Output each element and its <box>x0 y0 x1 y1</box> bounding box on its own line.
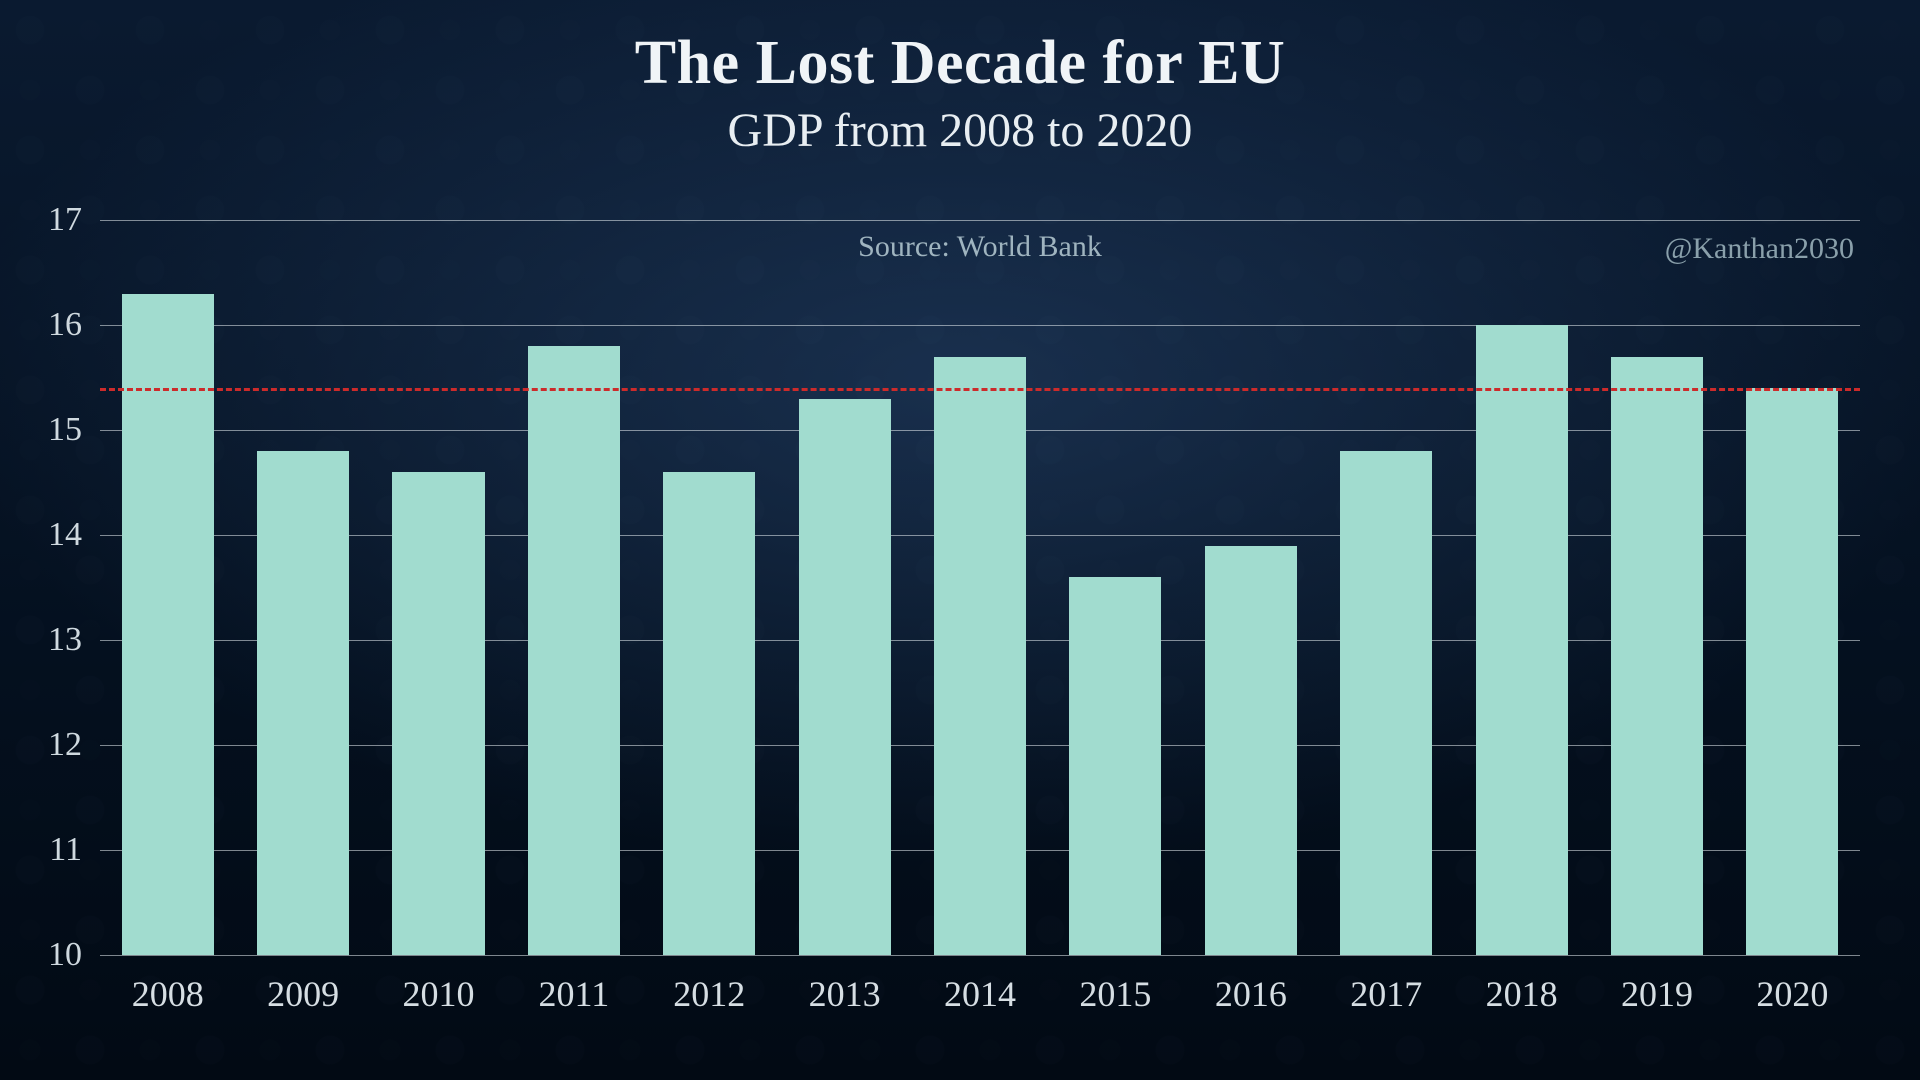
y-tick-label: 17 <box>48 201 100 239</box>
bar <box>1069 577 1161 955</box>
bar-slot <box>912 220 1047 955</box>
x-tick-label: 2008 <box>100 973 235 1015</box>
bar-slot <box>506 220 641 955</box>
bar <box>392 472 484 955</box>
bar <box>663 472 755 955</box>
chart-title: The Lost Decade for EU <box>0 28 1920 99</box>
bar <box>799 399 891 956</box>
x-tick-label: 2016 <box>1183 973 1318 1015</box>
x-tick-label: 2012 <box>642 973 777 1015</box>
bar <box>257 451 349 955</box>
x-tick-label: 2010 <box>371 973 506 1015</box>
reference-line <box>100 388 1860 391</box>
bar <box>122 294 214 956</box>
bar <box>934 357 1026 956</box>
x-tick-label: 2017 <box>1319 973 1454 1015</box>
bar-slot <box>100 220 235 955</box>
y-tick-label: 10 <box>48 936 100 974</box>
x-tick-label: 2020 <box>1725 973 1860 1015</box>
y-tick-label: 14 <box>48 516 100 554</box>
x-tick-label: 2011 <box>506 973 641 1015</box>
bar-slot <box>1048 220 1183 955</box>
x-tick-label: 2015 <box>1048 973 1183 1015</box>
bar <box>1476 325 1568 955</box>
source-label: Source: World Bank <box>100 230 1860 264</box>
x-tick-label: 2019 <box>1589 973 1724 1015</box>
y-tick-label: 11 <box>49 831 100 869</box>
bar-slot <box>777 220 912 955</box>
titles-block: The Lost Decade for EU GDP from 2008 to … <box>0 28 1920 158</box>
y-tick-label: 15 <box>48 411 100 449</box>
bar <box>1205 546 1297 956</box>
bar-slot <box>1183 220 1318 955</box>
bar <box>1611 357 1703 956</box>
bar-slot <box>235 220 370 955</box>
bar-slot <box>371 220 506 955</box>
y-tick-label: 16 <box>48 306 100 344</box>
chart-stage: The Lost Decade for EU GDP from 2008 to … <box>0 0 1920 1080</box>
x-axis-ticks: 2008200920102011201220132014201520162017… <box>100 955 1860 1015</box>
bar-slot <box>1454 220 1589 955</box>
bar <box>1340 451 1432 955</box>
bars-layer <box>100 220 1860 955</box>
x-tick-label: 2018 <box>1454 973 1589 1015</box>
chart-subtitle: GDP from 2008 to 2020 <box>0 103 1920 158</box>
x-tick-label: 2013 <box>777 973 912 1015</box>
bar-slot <box>1319 220 1454 955</box>
x-tick-label: 2009 <box>235 973 370 1015</box>
watermark: @Kanthan2030 <box>1665 232 1854 266</box>
bar-slot <box>642 220 777 955</box>
bar <box>1746 388 1838 955</box>
y-tick-label: 13 <box>48 621 100 659</box>
bar-slot <box>1725 220 1860 955</box>
bar-slot <box>1589 220 1724 955</box>
bar <box>528 346 620 955</box>
x-tick-label: 2014 <box>912 973 1047 1015</box>
y-tick-label: 12 <box>48 726 100 764</box>
plot-area: 1011121314151617 Source: World Bank @Kan… <box>100 220 1860 955</box>
